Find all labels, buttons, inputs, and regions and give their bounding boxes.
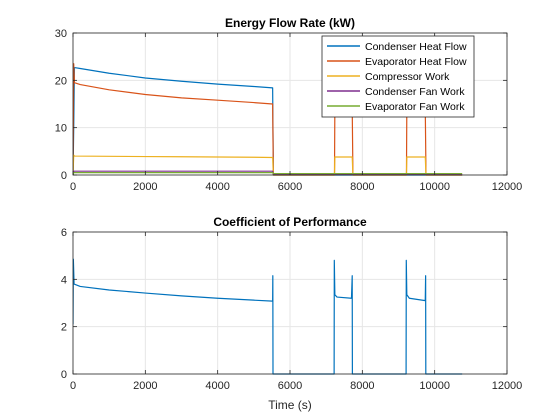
energy-flow-title: Energy Flow Rate (kW) [225, 16, 355, 30]
x-tick-label: 12000 [492, 181, 523, 193]
energy-flow-ticks: 0 2000 4000 6000 8000 10000 12000 0 10 20 30 [55, 28, 523, 193]
x-tick-label: 4000 [205, 181, 229, 193]
x-tick-label: 2000 [133, 380, 157, 392]
x-tick-label: 8000 [350, 380, 374, 392]
x-tick-label: 8000 [350, 181, 374, 193]
cop-title: Coefficient of Performance [213, 215, 367, 229]
y-tick-label: 10 [55, 123, 67, 135]
cop-ticks: 0 2000 4000 6000 8000 10000 12000 0 2 4 6 [61, 227, 522, 392]
x-tick-label: 4000 [205, 380, 229, 392]
energy-flow-subplot: Energy Flow Rate (kW) 0 2000 4000 6000 8000 1… [55, 16, 523, 193]
y-tick-label: 20 [55, 75, 67, 87]
x-tick-label: 12000 [492, 380, 523, 392]
legend-label: Evaporator Fan Work [365, 101, 465, 113]
cop-subplot: Coefficient of Performance 0 2000 4000 6000… [61, 215, 522, 412]
x-tick-label: 0 [70, 181, 76, 193]
legend-label: Compressor Work [365, 71, 450, 83]
y-tick-label: 0 [61, 170, 67, 182]
y-tick-label: 4 [61, 274, 67, 286]
cop-series [73, 258, 463, 375]
cop-x-axis-label: Time (s) [268, 398, 312, 412]
legend-label: Condenser Fan Work [365, 86, 465, 98]
energy-flow-legend: Condenser Heat Flow Evaporator Heat Flow C… [321, 35, 475, 118]
x-tick-label: 6000 [278, 380, 302, 392]
x-tick-label: 6000 [278, 181, 302, 193]
series-line-cop [73, 258, 463, 375]
y-tick-label: 0 [61, 369, 67, 381]
legend-label: Condenser Heat Flow [365, 41, 467, 53]
x-tick-label: 2000 [133, 181, 157, 193]
y-tick-label: 30 [55, 28, 67, 40]
x-tick-label: 0 [70, 380, 76, 392]
series-line-evaporator-fan-work [73, 172, 463, 176]
y-tick-label: 2 [61, 322, 67, 334]
x-tick-label: 10000 [419, 380, 450, 392]
x-tick-label: 10000 [419, 181, 450, 193]
series-line-evaporator-heat-flow [73, 63, 463, 176]
legend-label: Evaporator Heat Flow [365, 56, 467, 68]
y-tick-label: 6 [61, 227, 67, 239]
